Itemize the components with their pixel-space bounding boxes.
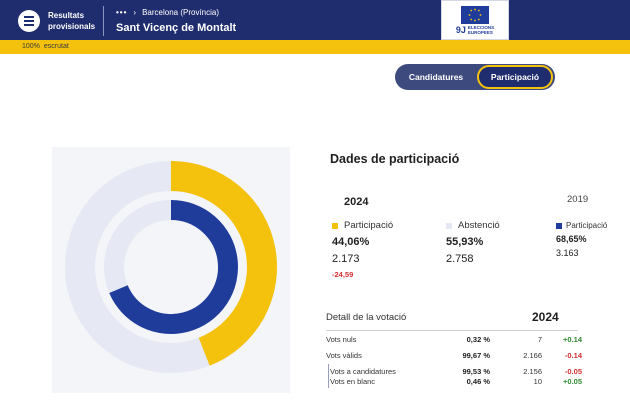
- row-percent: 99,67 %: [462, 351, 490, 360]
- menu-icon-line: [24, 24, 34, 26]
- logo-text-line2: EUROPEES: [467, 29, 493, 35]
- detail-title: Detall de la votació: [326, 312, 407, 323]
- row-label: Vots nuls: [326, 335, 357, 344]
- participation-diff: -24,59: [332, 270, 354, 279]
- row-label: Vots a candidatures: [330, 367, 396, 376]
- row-count: 10: [533, 377, 542, 386]
- row-count: 2.156: [523, 367, 542, 376]
- page-title: Sant Vicenç de Montalt: [116, 22, 237, 34]
- abstention-percent: 55,93%: [446, 236, 484, 248]
- menu-icon-line: [24, 16, 34, 18]
- donut-inner-participation-slice[interactable]: [109, 200, 238, 334]
- participation-previous: Participació 68,65% 3.163: [556, 221, 607, 258]
- table-row: Vots vàlids 99,67 % 2.166 -0.14: [326, 351, 582, 363]
- row-diff: +0.05: [563, 377, 582, 386]
- donut-svg: [65, 161, 277, 373]
- chevron-right-icon: ›: [133, 8, 137, 17]
- row-label: Vots vàlids: [326, 351, 362, 360]
- year-previous: 2019: [567, 194, 589, 205]
- abstention-label: Abstenció: [458, 220, 500, 231]
- breadcrumb-more[interactable]: •••: [116, 8, 128, 17]
- tab-candidatures[interactable]: Candidatures: [408, 72, 464, 82]
- row-diff: -0.14: [564, 351, 582, 360]
- detail-divider: [326, 330, 578, 331]
- eu-flag-icon: [461, 5, 489, 24]
- row-diff: -0.05: [564, 367, 582, 376]
- yellow-legend-swatch: [332, 222, 338, 229]
- menu-icon-line: [24, 20, 34, 22]
- donut-outer-participation-slice[interactable]: [170, 161, 277, 366]
- scrutiny-label: escrutat: [43, 43, 69, 50]
- top-header: Resultats provisionals ••• › Barcelona (…: [0, 0, 630, 40]
- logo-text-line1: ELECCIONS: [467, 24, 495, 30]
- scrutiny-percent: 100%: [22, 43, 40, 50]
- subgroup-line: [328, 364, 329, 388]
- table-row: Vots en blanc 0,46 % 10 +0.05: [326, 377, 582, 389]
- abstention-count: 2.758: [446, 253, 474, 265]
- participation-label: Participació: [344, 220, 394, 231]
- row-percent: 0,46 %: [466, 377, 490, 386]
- row-count: 2.166: [523, 351, 542, 360]
- logo-mark: 9J: [455, 24, 466, 35]
- participation-prev-label: Participació: [566, 221, 608, 230]
- navy-legend-swatch: [556, 222, 562, 229]
- participation-count: 2.173: [332, 253, 360, 265]
- row-percent: 99,53 %: [462, 367, 490, 376]
- participation-current: Participació 44,06% 2.173 -24,59: [332, 220, 393, 279]
- breadcrumb: ••• › Barcelona (Província): [116, 8, 219, 17]
- elections-logo: 9J ELECCIONS EUROPEES: [441, 0, 509, 40]
- header-divider: [103, 6, 104, 36]
- panel-title: Dades de participació: [330, 152, 460, 166]
- breadcrumb-province[interactable]: Barcelona (Província): [142, 8, 219, 17]
- menu-button[interactable]: [18, 10, 40, 32]
- table-row: Vots a candidatures 99,53 % 2.156 -0.05: [326, 367, 582, 379]
- row-diff: +0.14: [563, 335, 582, 344]
- row-percent: 0,32 %: [466, 335, 490, 344]
- row-label: Vots en blanc: [330, 377, 376, 386]
- participation-prev-percent: 68,65%: [556, 234, 587, 244]
- scrutiny-status: 100% escrutat: [22, 43, 69, 50]
- participation-percent: 44,06%: [332, 236, 370, 248]
- results-label: Resultats provisionals: [48, 11, 96, 31]
- table-row: Vots nuls 0,32 % 7 +0.14: [326, 335, 582, 347]
- scrutiny-progress-bar: 100% escrutat: [0, 40, 630, 54]
- detail-year: 2024: [532, 310, 559, 324]
- abstention-current: Abstenció 55,93% 2.758: [446, 220, 500, 265]
- view-toggle: Candidatures Participació: [395, 64, 555, 90]
- year-current: 2024: [344, 196, 369, 208]
- tab-participacio[interactable]: Participació: [477, 65, 553, 89]
- participation-prev-count: 3.163: [556, 248, 579, 258]
- row-count: 7: [537, 335, 542, 344]
- light-legend-swatch: [446, 222, 452, 229]
- participation-donut-chart: [52, 147, 290, 393]
